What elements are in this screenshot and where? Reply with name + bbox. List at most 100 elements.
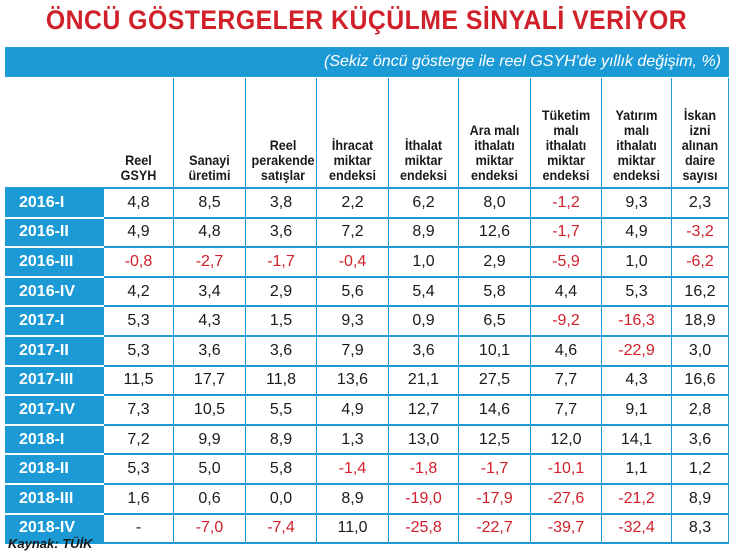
data-cell: -1,7 (459, 453, 531, 483)
data-cell: 3,6 (174, 334, 246, 365)
period-label: 2017-IV (5, 394, 104, 424)
data-cell: 8,9 (317, 482, 389, 513)
period-label: 2016-III (5, 246, 104, 276)
data-cell: -19,0 (389, 482, 459, 513)
data-cell: 5,3 (104, 453, 174, 483)
column-header-label: Sanayi üretimi (188, 152, 231, 183)
page-title: ÖNCÜ GÖSTERGELER KÜÇÜLME SİNYALİ VERİYOR (45, 5, 688, 35)
column-header: İhracat miktar endeksi (317, 78, 389, 187)
data-cell: -7,0 (174, 512, 246, 545)
data-cell: 2,9 (459, 246, 531, 276)
column-header: Reel perakende satışlar (246, 78, 317, 187)
data-cell: 4,9 (317, 394, 389, 424)
data-cell: 4,8 (104, 187, 174, 217)
data-cell: 9,9 (174, 423, 246, 454)
header-row: Reel GSYH Sanayi üretimi Reel perakende sa… (5, 78, 729, 187)
data-cell: 4,8 (174, 216, 246, 247)
data-cell: 5,3 (104, 334, 174, 365)
data-cell: 17,7 (174, 364, 246, 395)
column-header-label: Tüketim malı ithalatı miktar endeksi (541, 107, 591, 183)
data-cell: 8,5 (174, 187, 246, 217)
data-cell: - (104, 512, 174, 545)
data-cell: 3,6 (246, 216, 317, 247)
period-label: 2018-II (5, 453, 104, 483)
data-cell: 5,3 (602, 275, 672, 306)
data-cell: 16,2 (672, 275, 729, 306)
data-cell: 8,9 (672, 482, 729, 513)
data-cell: 9,1 (602, 394, 672, 424)
data-cell: 10,1 (459, 334, 531, 365)
period-label: 2018-IV (5, 512, 104, 545)
column-header: İthalat miktar endeksi (389, 78, 459, 187)
data-cell: 12,6 (459, 216, 531, 247)
table-row: 2018-I 7,2 9,9 8,9 1,3 13,0 12,5 12,0 14,1 3,6 (5, 423, 729, 454)
column-header-label: Reel GSYH (120, 152, 157, 183)
column-header: Tüketim malı ithalatı miktar endeksi (531, 78, 602, 187)
period-label: 2016-II (5, 216, 104, 247)
column-header-label: Ara malı ithalatı miktar endeksi (469, 122, 520, 183)
data-cell: 11,0 (317, 512, 389, 545)
period-label: 2018-III (5, 482, 104, 513)
data-cell: 27,5 (459, 364, 531, 395)
table-row: 2018-II 5,3 5,0 5,8 -1,4 -1,8 -1,7 -10,1 1,1 1,2 (5, 453, 729, 483)
data-cell: 4,9 (602, 216, 672, 247)
table-row: 2017-IV 7,3 10,5 5,5 4,9 12,7 14,6 7,7 9,1 2,8 (5, 394, 729, 424)
data-cell: 7,7 (531, 394, 602, 424)
data-cell: 7,2 (317, 216, 389, 247)
data-cell: 9,3 (602, 187, 672, 217)
data-cell: 11,5 (104, 364, 174, 395)
data-cell: -1,7 (531, 216, 602, 247)
column-header-label: İhracat miktar endeksi (329, 137, 376, 183)
data-cell: 2,9 (246, 275, 317, 306)
table-body: 2016-I 4,8 8,5 3,8 2,2 6,2 8,0 -1,2 9,3 2,3 2016-I… (5, 187, 729, 545)
column-header: İskan izni alınan daire sayısı (672, 78, 729, 187)
data-cell: 7,7 (531, 364, 602, 395)
data-cell: 7,9 (317, 334, 389, 365)
data-cell: 2,3 (672, 187, 729, 217)
data-cell: 3,8 (246, 187, 317, 217)
data-cell: -9,2 (531, 305, 602, 335)
table-row: 2018-IV - -7,0 -7,4 11,0 -25,8 -22,7 -39,7 -32,4… (5, 512, 729, 545)
data-cell: -0,8 (104, 246, 174, 276)
column-header: Ara malı ithalatı miktar endeksi (459, 78, 531, 187)
data-cell: 1,2 (672, 453, 729, 483)
data-cell: 1,0 (389, 246, 459, 276)
data-cell: 4,3 (174, 305, 246, 335)
data-cell: 4,3 (602, 364, 672, 395)
data-cell: 4,4 (531, 275, 602, 306)
column-header: Sanayi üretimi (174, 78, 246, 187)
table-row: 2017-II 5,3 3,6 3,6 7,9 3,6 10,1 4,6 -22,9 3,0 (5, 334, 729, 365)
column-header-label: İthalat miktar endeksi (400, 137, 447, 183)
data-cell: 12,7 (389, 394, 459, 424)
data-cell: 5,5 (246, 394, 317, 424)
period-label: 2017-I (5, 305, 104, 335)
data-cell: -32,4 (602, 512, 672, 545)
data-cell: -17,9 (459, 482, 531, 513)
data-cell: -27,6 (531, 482, 602, 513)
data-cell: -0,4 (317, 246, 389, 276)
table-row: 2016-II 4,9 4,8 3,6 7,2 8,9 12,6 -1,7 4,9 -3,2 (5, 216, 729, 247)
column-header-label: Reel perakende satışlar (251, 137, 315, 183)
data-cell: 1,0 (602, 246, 672, 276)
data-cell: -5,9 (531, 246, 602, 276)
data-cell: 5,4 (389, 275, 459, 306)
data-cell: -1,8 (389, 453, 459, 483)
table-row: 2017-I 5,3 4,3 1,5 9,3 0,9 6,5 -9,2 -16,3 18,9 (5, 305, 729, 335)
data-cell: 16,6 (672, 364, 729, 395)
data-cell: 6,5 (459, 305, 531, 335)
data-cell: 5,0 (174, 453, 246, 483)
data-cell: 21,1 (389, 364, 459, 395)
data-cell: 2,8 (672, 394, 729, 424)
data-cell: 0,9 (389, 305, 459, 335)
data-cell: 10,5 (174, 394, 246, 424)
column-header: Reel GSYH (104, 78, 174, 187)
data-cell: 12,5 (459, 423, 531, 454)
data-cell: 1,5 (246, 305, 317, 335)
data-cell: -22,9 (602, 334, 672, 365)
table-row: 2018-III 1,6 0,6 0,0 8,9 -19,0 -17,9 -27,6 -21,2… (5, 482, 729, 513)
data-cell: 14,1 (602, 423, 672, 454)
data-cell: 4,6 (531, 334, 602, 365)
data-cell: 7,2 (104, 423, 174, 454)
data-cell: 5,8 (459, 275, 531, 306)
data-cell: -3,2 (672, 216, 729, 247)
